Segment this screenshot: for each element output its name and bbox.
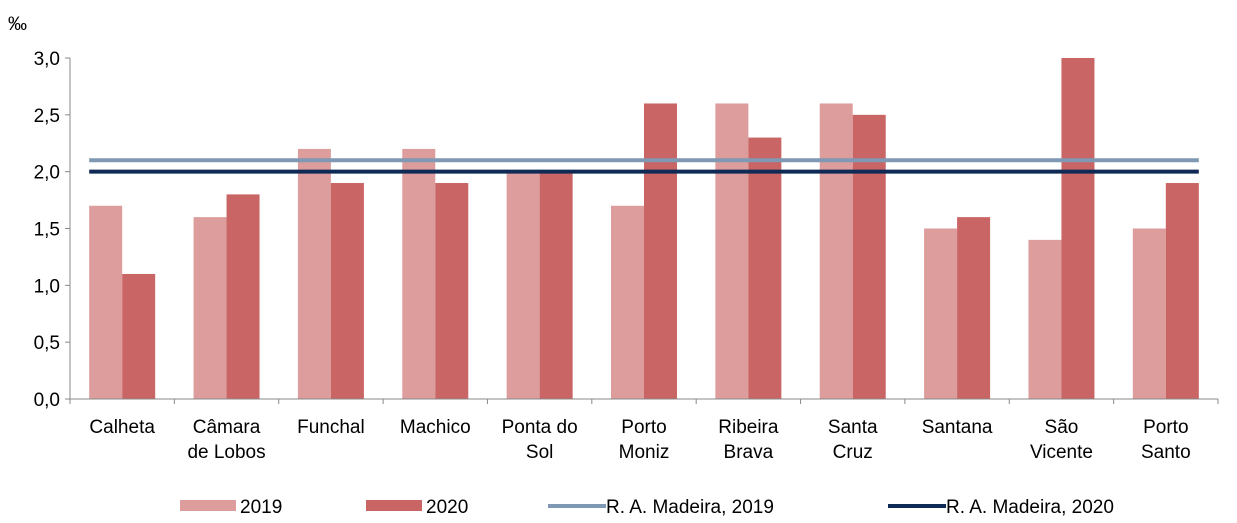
bar-2019 <box>506 171 540 399</box>
x-category-label: São Vicente <box>1030 417 1093 463</box>
bar-2020 <box>748 137 782 400</box>
y-tick-label: 1,5 <box>34 220 60 241</box>
legend: 2019 2020 R. A. Madeira, 2019 R. A. Madeira… <box>180 497 1114 518</box>
x-axis: Calheta Câmara de Lobos Funchal Machico Ponta… <box>69 398 1219 463</box>
bars <box>89 58 1199 400</box>
x-category-label: Santa Cruz <box>828 417 878 463</box>
y-tick-label: 2,5 <box>34 106 60 127</box>
y-tick-label: 0,5 <box>34 333 60 354</box>
x-category-label: Porto Santo <box>1141 417 1191 463</box>
bar-2020 <box>1061 58 1095 399</box>
y-unit-label: ‰ <box>8 14 27 35</box>
legend-label: R. A. Madeira, 2020 <box>946 497 1114 518</box>
x-category-label: Porto Moniz <box>619 417 670 463</box>
bar-2020 <box>1165 183 1199 399</box>
reference-lines <box>89 158 1199 174</box>
legend-label: R. A. Madeira, 2019 <box>606 497 774 518</box>
bar-2019 <box>402 148 436 399</box>
legend-label: 2020 <box>426 497 468 518</box>
x-category-label: Machico <box>400 417 471 438</box>
x-category-label: Ribeira Brava <box>718 417 779 463</box>
y-tick-label: 3,0 <box>34 49 60 70</box>
bar-2020 <box>330 183 364 399</box>
bar-2019 <box>89 205 123 399</box>
y-tick-label: 0,0 <box>34 390 60 411</box>
x-category-label: Calheta <box>89 417 155 438</box>
bar-2019 <box>1028 239 1062 399</box>
legend-label: 2019 <box>240 497 282 518</box>
bar-2020 <box>226 194 260 399</box>
x-category-label: Câmara de Lobos <box>187 417 265 463</box>
y-tick-label: 2,0 <box>34 163 60 184</box>
x-category-label: Santana <box>922 417 993 438</box>
bar-2019 <box>297 148 331 399</box>
legend-swatch <box>366 500 422 511</box>
bar-2019 <box>193 217 227 399</box>
y-axis: 0,0 0,5 1,0 1,5 2,0 2,5 3,0 <box>34 49 71 411</box>
bar-2019 <box>1132 228 1166 399</box>
bar-2019 <box>924 228 958 399</box>
bar-2020 <box>957 217 991 399</box>
bar-2020 <box>435 183 469 399</box>
y-tick-label: 1,0 <box>34 276 60 297</box>
bar-2020 <box>122 273 156 399</box>
x-category-label: Ponta do Sol <box>502 417 578 463</box>
bar-2019 <box>611 205 644 399</box>
bar-2020 <box>539 171 573 399</box>
legend-swatch <box>180 500 236 511</box>
bar-2019 <box>715 103 749 399</box>
bar-2019 <box>819 103 853 399</box>
bar-2020 <box>644 103 677 399</box>
x-category-label: Funchal <box>297 417 365 438</box>
bar-2020 <box>852 114 886 399</box>
